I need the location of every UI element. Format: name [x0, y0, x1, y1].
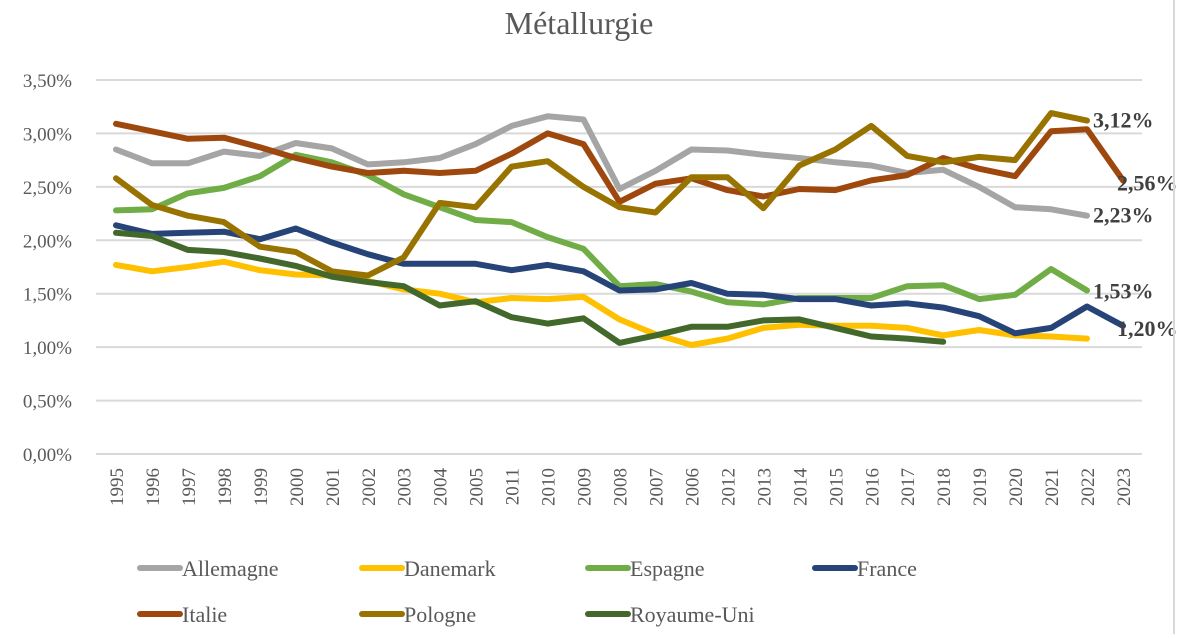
chart-title: Métallurgie: [505, 5, 654, 41]
x-tick-label: 2018: [934, 468, 955, 506]
x-tick-label: 2001: [323, 468, 344, 506]
legend-label: Pologne: [404, 602, 476, 627]
x-tick-label: 2021: [1042, 468, 1063, 506]
x-tick-label: 2022: [1078, 468, 1099, 506]
legend-item-allemagne[interactable]: Allemagne: [137, 556, 279, 581]
x-tick-label: 2010: [539, 468, 560, 506]
data-label-allemagne: 2,23%: [1093, 203, 1154, 228]
legend-item-pologne[interactable]: Pologne: [359, 602, 476, 627]
x-tick-label: 2009: [575, 468, 596, 506]
x-tick-label: 1996: [143, 468, 164, 506]
x-tick-label: 2016: [862, 468, 883, 506]
series-line-allemagne: [113, 113, 1090, 219]
x-tick-label: 2023: [1114, 468, 1135, 506]
y-tick-label: 0,00%: [23, 445, 72, 466]
x-tick-label: 1998: [215, 468, 236, 506]
x-tick-label: 2004: [431, 468, 452, 507]
x-tick-label: 2020: [1006, 468, 1027, 506]
x-tick-label: 2006: [682, 468, 703, 506]
x-tick-label: 2015: [826, 468, 847, 506]
y-tick-label: 2,00%: [23, 231, 72, 252]
legend-label: Danemark: [404, 556, 496, 581]
x-tick-label: 2002: [359, 468, 380, 506]
x-tick-label: 1997: [179, 468, 200, 506]
x-tick-label: 2011: [503, 468, 524, 505]
y-tick-label: 3,50%: [23, 71, 72, 92]
data-label-italie: 2,56%: [1117, 170, 1178, 195]
series-line-pologne: [113, 110, 1090, 279]
chart-border: [1173, 0, 1175, 634]
legend: Allemagne Danemark Espagne France Italie Polo…: [137, 556, 917, 627]
y-tick-label: 0,50%: [23, 392, 72, 413]
data-labels: 2,23% 1,53% 1,20% 2,56% 3,12%: [1093, 108, 1177, 341]
legend-label: Italie: [182, 602, 227, 627]
x-tick-label: 2008: [611, 468, 632, 506]
x-tick-label: 1995: [107, 468, 128, 506]
legend-item-france[interactable]: France: [812, 556, 917, 581]
series-line-france: [113, 222, 1126, 337]
x-tick-label: 2005: [467, 468, 488, 506]
series-line-royaume-uni: [113, 229, 947, 346]
series-lines: [113, 110, 1126, 348]
y-tick-label: 2,50%: [23, 178, 72, 199]
legend-item-espagne[interactable]: Espagne: [585, 556, 705, 581]
x-tick-label: 2019: [970, 468, 991, 506]
legend-label: Royaume-Uni: [630, 602, 755, 627]
legend-item-royaume-uni[interactable]: Royaume-Uni: [585, 602, 755, 627]
x-tick-label: 2000: [287, 468, 308, 506]
legend-label: Espagne: [630, 556, 705, 581]
legend-label: Allemagne: [182, 556, 279, 581]
x-axis-ticks: 1995 1996 1997 1998 1999 2000 2001 2002 2003 2004…: [107, 468, 1135, 507]
legend-item-italie[interactable]: Italie: [137, 602, 227, 627]
series-line-espagne: [113, 151, 1090, 308]
x-tick-label: 2013: [754, 468, 775, 506]
data-label-pologne: 3,12%: [1093, 108, 1154, 133]
data-label-france: 1,20%: [1117, 316, 1178, 341]
y-tick-label: 3,00%: [23, 124, 72, 145]
x-tick-label: 2014: [790, 468, 811, 507]
legend-label: France: [857, 556, 917, 581]
x-tick-label: 2003: [395, 468, 416, 506]
y-axis-ticks: 0,00% 0,50% 1,00% 1,50% 2,00% 2,50% 3,00% 3,50%: [23, 71, 72, 466]
y-tick-label: 1,50%: [23, 285, 72, 306]
y-tick-label: 1,00%: [23, 338, 72, 359]
x-tick-label: 1999: [251, 468, 272, 506]
series-line-danemark: [113, 258, 1090, 348]
x-tick-label: 2012: [718, 468, 739, 506]
x-tick-label: 2007: [646, 468, 667, 506]
legend-item-danemark[interactable]: Danemark: [359, 556, 496, 581]
data-label-espagne: 1,53%: [1093, 279, 1154, 304]
x-tick-label: 2017: [898, 468, 919, 506]
